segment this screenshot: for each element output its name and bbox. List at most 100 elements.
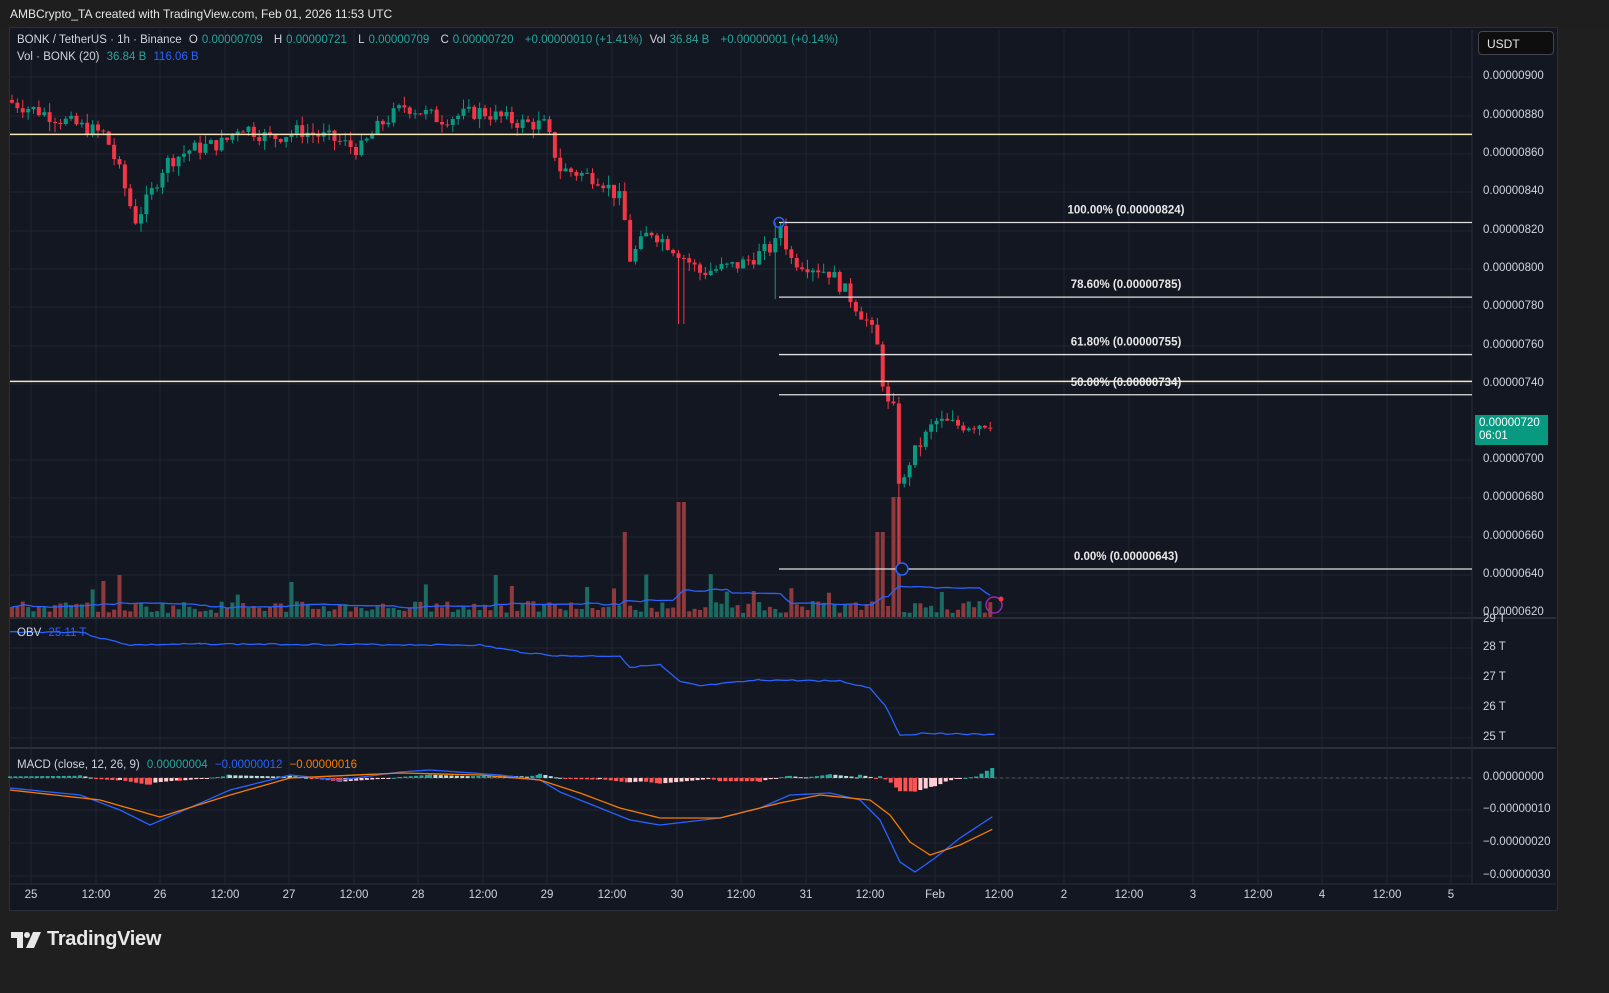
volume-bar [192, 608, 197, 617]
candle-body [139, 214, 143, 224]
candle-body [294, 125, 299, 134]
volume-bar [112, 609, 117, 617]
macd-histogram-bar [158, 778, 163, 783]
fib-level-label: 100.00% (0.00000824) [1067, 204, 1184, 216]
volume-bar [284, 611, 289, 617]
candle-body [483, 108, 487, 117]
macd-histogram-bar [460, 775, 465, 778]
candle-body [26, 109, 31, 113]
volume-bar [380, 603, 385, 617]
macd-histogram-bar [644, 778, 649, 782]
macd-histogram-bar [654, 778, 659, 784]
volume-bar [832, 603, 837, 617]
candle-body [784, 226, 788, 250]
volume-bar [585, 586, 590, 617]
candle-body [230, 133, 235, 140]
candle-body [112, 144, 117, 160]
macd-signal-value: −0.00000016 [289, 759, 358, 771]
candle-body [848, 283, 853, 303]
price-axis-label: 0.00000680 [1483, 491, 1544, 503]
macd-histogram-bar [424, 775, 429, 778]
volume-indicator-title[interactable]: Vol · BONK (20) [17, 51, 100, 63]
volume-bar [305, 603, 310, 617]
macd-histogram-bar [487, 775, 492, 778]
volume-bar [128, 611, 133, 617]
macd-histogram-bar [990, 767, 995, 778]
candle-body [241, 131, 246, 133]
volume-bar [821, 602, 826, 617]
volume-bar [907, 612, 912, 617]
macd-histogram-bar [465, 776, 470, 778]
macd-histogram-bar [188, 778, 193, 780]
volume-bar [402, 610, 407, 617]
currency-button[interactable]: USDT [1478, 31, 1554, 55]
candle-body [886, 386, 891, 402]
chart-container[interactable] [9, 27, 1558, 911]
volume-bar [687, 611, 692, 617]
candle-body [730, 262, 735, 264]
macd-histogram-bar [918, 778, 923, 791]
candle-body [402, 105, 407, 108]
volume-bar [950, 612, 955, 617]
volume-value: 36.84 B [106, 51, 147, 63]
volume-bar [364, 610, 369, 617]
candle-body [552, 132, 557, 158]
volume-bar [251, 606, 256, 617]
macd-axis-label: −0.00000010 [1483, 803, 1551, 815]
symbol-title[interactable]: BONK / TetherUS · 1h · Binance [17, 34, 182, 46]
candle-body [961, 425, 966, 431]
time-axis-label: 12:00 [81, 889, 111, 901]
time-axis-label: 12:00 [855, 889, 885, 901]
macd-histogram-bar [524, 776, 529, 778]
volume-bar [289, 581, 294, 617]
candle-body [810, 270, 815, 273]
volume-bar [800, 606, 805, 617]
candle-body [665, 239, 670, 251]
volume-bar [273, 603, 278, 617]
fib-level-label: 78.60% (0.00000785) [1071, 279, 1182, 291]
volume-bar [515, 610, 520, 617]
candle-body [504, 111, 509, 117]
candle-body [257, 137, 262, 141]
candle-body [31, 106, 36, 110]
macd-histogram-bar [18, 776, 23, 778]
candle-body [789, 249, 794, 258]
candle-body [859, 311, 864, 320]
candle-body [692, 262, 697, 265]
alert-lightning-icon [985, 596, 1003, 614]
candle-body [499, 111, 504, 117]
candle-body [735, 262, 740, 269]
candle-body [703, 272, 708, 275]
volume-bar [945, 609, 950, 617]
volume-bar [595, 610, 600, 617]
macd-histogram-bar [734, 778, 739, 782]
low-value: 0.00000709 [368, 34, 430, 46]
volume-bar [810, 601, 815, 617]
macd-histogram-bar [739, 778, 744, 782]
time-axis-label: 31 [799, 889, 813, 901]
volume-bar [939, 592, 944, 617]
tradingview-logo[interactable]: TradingView [11, 928, 161, 951]
volume-bar [149, 611, 154, 617]
volume-ma-value: 116.06 B [153, 51, 199, 63]
candle-body [380, 120, 385, 125]
candle-body [20, 108, 25, 113]
volume-bar [875, 532, 880, 617]
macd-histogram-bar [281, 776, 286, 778]
macd-histogram-bar [271, 776, 275, 778]
attribution-text: AMBCrypto_TA created with TradingView.co… [10, 7, 393, 21]
candle-body [493, 111, 498, 120]
macd-histogram-bar [72, 775, 77, 778]
candle-body [36, 106, 41, 116]
volume-bar [671, 607, 676, 617]
macd-histogram-bar [99, 778, 104, 780]
volume-bar [929, 605, 934, 617]
obv-title[interactable]: OBV [17, 627, 42, 639]
macd-histogram-bar [153, 778, 158, 783]
macd-title[interactable]: MACD (close, 12, 26, 9) [17, 759, 140, 771]
volume-bar [171, 605, 176, 617]
volume-bar [724, 591, 729, 617]
volume-bar [461, 606, 466, 617]
macd-histogram-bar [210, 777, 215, 779]
